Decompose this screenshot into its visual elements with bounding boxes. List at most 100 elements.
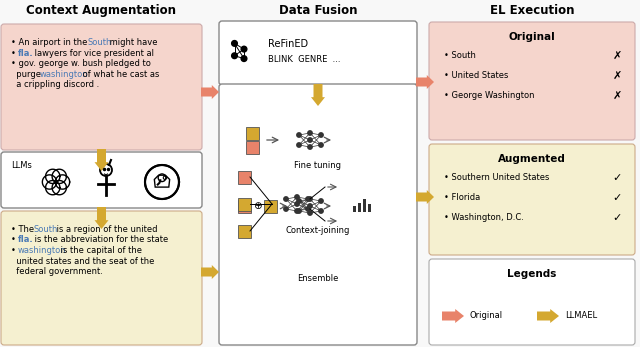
Text: • South: • South — [444, 51, 476, 60]
Text: • Florida: • Florida — [444, 193, 480, 202]
Circle shape — [232, 53, 237, 59]
Bar — [246, 141, 259, 153]
Text: ReFinED: ReFinED — [268, 39, 308, 49]
Text: ✓: ✓ — [612, 213, 622, 223]
FancyBboxPatch shape — [219, 21, 417, 85]
Circle shape — [319, 143, 323, 147]
Circle shape — [308, 197, 312, 201]
Text: is the abbreviation for the state: is the abbreviation for the state — [32, 236, 168, 245]
FancyBboxPatch shape — [429, 144, 635, 255]
Text: ✗: ✗ — [612, 51, 622, 61]
FancyBboxPatch shape — [1, 152, 202, 208]
Bar — [353, 206, 356, 212]
Circle shape — [308, 131, 312, 135]
Polygon shape — [95, 207, 109, 229]
Bar — [237, 197, 250, 211]
Text: Legends: Legends — [508, 269, 557, 279]
Text: ✗: ✗ — [612, 71, 622, 81]
Text: • United States: • United States — [444, 71, 508, 80]
Bar — [264, 200, 276, 212]
Text: is the capital of the: is the capital of the — [58, 246, 142, 255]
Text: LLMAEL: LLMAEL — [565, 312, 597, 321]
Text: ✓: ✓ — [612, 193, 622, 203]
Text: • Washington, D.C.: • Washington, D.C. — [444, 213, 524, 222]
Text: lawyers for vice president al: lawyers for vice president al — [32, 49, 154, 58]
Polygon shape — [201, 85, 219, 99]
Text: EL Execution: EL Execution — [490, 4, 574, 17]
Text: LLMs: LLMs — [11, 161, 32, 170]
Bar — [246, 127, 259, 139]
Text: might have: might have — [107, 38, 157, 47]
Text: Ensemble: Ensemble — [298, 274, 339, 283]
Text: Fine tuning: Fine tuning — [294, 161, 342, 170]
Text: fla.: fla. — [18, 49, 34, 58]
Circle shape — [308, 138, 312, 142]
Text: • George Washington: • George Washington — [444, 91, 534, 100]
Circle shape — [284, 197, 288, 201]
FancyBboxPatch shape — [429, 22, 635, 140]
Polygon shape — [416, 190, 434, 204]
Circle shape — [297, 133, 301, 137]
Polygon shape — [95, 149, 109, 171]
Circle shape — [308, 204, 312, 208]
Bar — [358, 203, 361, 212]
Text: a crippling discord .: a crippling discord . — [11, 80, 99, 89]
Polygon shape — [201, 265, 219, 279]
Circle shape — [145, 165, 179, 199]
Circle shape — [297, 199, 301, 203]
Text: washington: washington — [40, 69, 88, 78]
Circle shape — [284, 207, 288, 211]
Circle shape — [319, 133, 323, 137]
Bar — [368, 204, 371, 212]
Bar — [237, 170, 250, 184]
Text: • The: • The — [11, 225, 36, 234]
Text: South: South — [34, 225, 58, 234]
FancyBboxPatch shape — [1, 211, 202, 345]
Text: BLINK  GENRE  ...: BLINK GENRE ... — [268, 54, 340, 64]
FancyBboxPatch shape — [429, 259, 635, 345]
Text: Data Fusion: Data Fusion — [279, 4, 357, 17]
Circle shape — [295, 195, 300, 199]
Text: • Southern United States: • Southern United States — [444, 173, 549, 182]
Circle shape — [297, 209, 301, 213]
Circle shape — [306, 197, 310, 201]
Circle shape — [241, 46, 247, 52]
Polygon shape — [416, 75, 434, 89]
Circle shape — [297, 143, 301, 147]
Text: is a region of the united: is a region of the united — [54, 225, 157, 234]
Circle shape — [319, 209, 323, 213]
Circle shape — [319, 199, 323, 203]
Circle shape — [295, 202, 300, 206]
FancyBboxPatch shape — [1, 24, 202, 150]
Text: Context Augmentation: Context Augmentation — [26, 4, 177, 17]
Text: • gov. george w. bush pledged to: • gov. george w. bush pledged to — [11, 59, 151, 68]
Text: •: • — [11, 246, 19, 255]
Text: Context-joining: Context-joining — [286, 226, 350, 235]
FancyBboxPatch shape — [219, 84, 417, 345]
Text: washington: washington — [18, 246, 67, 255]
Text: ⊕: ⊕ — [253, 201, 261, 211]
Text: ✗: ✗ — [612, 91, 622, 101]
Text: of what he cast as: of what he cast as — [80, 69, 159, 78]
Text: South: South — [87, 38, 111, 47]
Text: •: • — [11, 236, 19, 245]
Polygon shape — [442, 309, 464, 323]
Text: •: • — [11, 49, 19, 58]
Circle shape — [308, 145, 312, 149]
Text: Augmented: Augmented — [498, 154, 566, 164]
Text: fla.: fla. — [18, 236, 34, 245]
Polygon shape — [311, 84, 325, 106]
Polygon shape — [537, 309, 559, 323]
Text: purge: purge — [11, 69, 44, 78]
Circle shape — [232, 41, 237, 46]
Circle shape — [241, 56, 247, 61]
Text: Original: Original — [470, 312, 503, 321]
Bar — [363, 199, 366, 212]
Text: united states and the seat of the: united states and the seat of the — [11, 256, 154, 265]
Circle shape — [306, 207, 310, 211]
Text: • An airport in the: • An airport in the — [11, 38, 90, 47]
Bar — [237, 200, 250, 212]
Text: Original: Original — [509, 32, 556, 42]
Circle shape — [308, 211, 312, 215]
Text: ✓: ✓ — [612, 173, 622, 183]
